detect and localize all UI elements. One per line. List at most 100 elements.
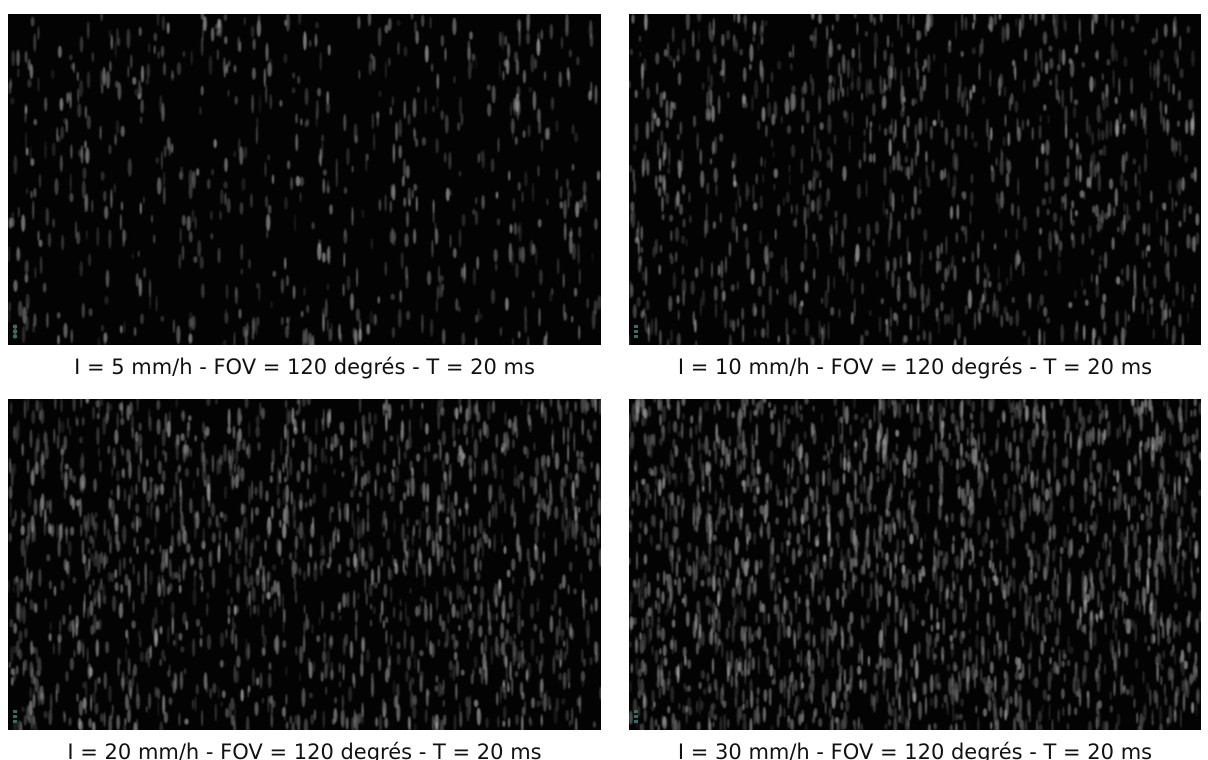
rain-streak: [261, 408, 265, 420]
rain-streak: [825, 442, 827, 451]
rain-streak: [1067, 171, 1070, 186]
rain-streak: [16, 640, 20, 656]
rain-streak: [286, 408, 289, 426]
rain-streak: [442, 460, 445, 472]
rain-streak: [713, 221, 716, 229]
rain-streak: [469, 695, 471, 714]
rain-streak: [811, 78, 814, 96]
rain-streak: [869, 310, 872, 316]
rain-streak: [1136, 232, 1139, 246]
rain-streak: [509, 592, 513, 610]
rain-streak: [492, 614, 495, 620]
rain-streak: [1195, 213, 1199, 226]
rain-streak: [98, 337, 101, 349]
rain-streak: [554, 649, 558, 658]
rain-streak: [1164, 203, 1167, 211]
rain-streak: [511, 677, 513, 696]
rain-streak: [1161, 317, 1164, 326]
rain-streak: [1171, 556, 1174, 576]
rain-streak: [1156, 490, 1159, 505]
rain-streak: [1102, 73, 1104, 80]
rain-streak: [1041, 478, 1044, 496]
rain-streak: [764, 158, 766, 168]
rain-streak: [307, 562, 310, 578]
rain-streak: [1194, 167, 1197, 182]
rain-streak: [124, 321, 126, 333]
rain-streak: [436, 95, 439, 109]
rain-streak: [26, 705, 30, 719]
rain-streak: [737, 707, 740, 726]
rain-streak: [370, 604, 372, 610]
rain-streak: [503, 432, 506, 449]
rain-streak: [80, 456, 84, 472]
rain-streak: [64, 490, 66, 500]
rain-streak: [112, 595, 116, 612]
rain-streak: [898, 715, 900, 723]
rain-streak: [45, 444, 49, 460]
rain-streak: [160, 316, 164, 322]
rain-streak: [1015, 101, 1019, 113]
rain-streak: [403, 560, 405, 573]
rain-streak: [1125, 643, 1129, 658]
rain-streak: [355, 610, 358, 624]
rain-streak: [690, 427, 693, 439]
rain-streak: [332, 531, 335, 550]
rain-streak: [515, 93, 519, 112]
rain-streak: [742, 93, 746, 108]
rain-streak: [653, 113, 657, 119]
rain-streak: [176, 444, 179, 461]
rain-streak: [559, 649, 563, 667]
rain-streak: [330, 456, 332, 465]
rain-streak: [270, 301, 273, 309]
rain-streak: [388, 482, 392, 494]
rain-streak: [735, 548, 739, 554]
rain-streak: [891, 117, 893, 130]
rain-streak: [274, 598, 276, 612]
rain-streak: [442, 686, 444, 695]
rain-streak: [703, 689, 707, 695]
rain-streak: [1048, 486, 1052, 499]
rain-streak: [1112, 237, 1115, 250]
rain-streak: [732, 320, 735, 333]
rain-streak: [764, 20, 768, 26]
rain-streak: [212, 455, 214, 473]
rain-streak: [167, 22, 170, 34]
rain-streak: [645, 313, 647, 332]
rain-streak: [458, 428, 461, 435]
rain-streak: [317, 88, 321, 97]
rain-streak: [406, 616, 410, 628]
rain-streak: [1045, 556, 1048, 576]
rain-streak: [1188, 99, 1191, 110]
rain-streak: [662, 405, 666, 422]
rain-streak: [25, 273, 29, 283]
rain-streak: [265, 195, 268, 207]
rain-streak: [661, 196, 663, 212]
rain-streak: [668, 296, 672, 312]
rain-streak: [670, 329, 672, 344]
rain-streak: [1091, 248, 1094, 255]
rain-streak: [424, 457, 428, 477]
rain-streak: [412, 467, 414, 476]
rain-streak: [1193, 445, 1197, 454]
rain-streak: [535, 477, 537, 494]
rain-streak: [640, 247, 643, 253]
rain-streak: [280, 470, 282, 484]
rain-streak: [837, 44, 841, 51]
rain-streak: [874, 32, 878, 51]
rain-streak: [112, 466, 114, 477]
rain-streak: [536, 404, 539, 411]
rain-streak: [710, 74, 712, 88]
rain-streak: [971, 251, 974, 263]
rain-streak: [61, 126, 64, 139]
rain-streak: [1153, 275, 1157, 289]
rain-streak: [809, 549, 812, 557]
rain-streak: [907, 271, 911, 281]
rain-streak: [743, 457, 745, 471]
rain-streak: [151, 214, 153, 223]
rain-streak: [672, 438, 675, 449]
rain-streak: [760, 559, 763, 569]
rain-streak: [363, 430, 367, 445]
rain-streak: [537, 700, 540, 707]
rain-streak: [366, 649, 370, 663]
rain-streak: [507, 682, 509, 693]
